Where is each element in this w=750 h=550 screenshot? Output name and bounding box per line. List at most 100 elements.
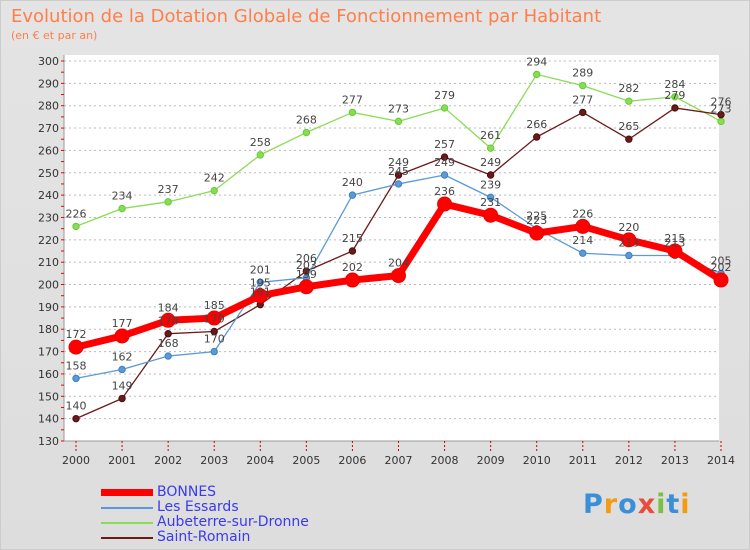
legend-swatch bbox=[101, 521, 153, 524]
data-label: 213 bbox=[664, 236, 685, 249]
data-point bbox=[391, 268, 406, 284]
data-point bbox=[118, 394, 126, 403]
data-point bbox=[579, 249, 587, 257]
x-tick-label: 2011 bbox=[569, 454, 597, 467]
data-label: 178 bbox=[158, 315, 179, 328]
data-point bbox=[621, 232, 637, 248]
x-tick-label: 2003 bbox=[200, 454, 228, 467]
data-point bbox=[206, 310, 222, 326]
legend-item: Les Essards bbox=[101, 500, 309, 515]
data-point bbox=[348, 108, 357, 117]
chart-subtitle: (en € et par an) bbox=[11, 29, 98, 42]
data-label: 279 bbox=[434, 89, 455, 102]
data-point bbox=[394, 180, 403, 188]
data-label: 265 bbox=[618, 120, 639, 133]
data-label: 205 bbox=[711, 254, 732, 267]
data-point bbox=[717, 117, 725, 126]
data-label: 177 bbox=[112, 317, 133, 330]
legend-item: BONNES bbox=[101, 485, 309, 500]
data-point bbox=[483, 207, 499, 223]
data-point bbox=[575, 218, 591, 234]
x-tick-label: 2004 bbox=[246, 454, 274, 467]
data-point bbox=[671, 104, 679, 112]
data-label: 231 bbox=[480, 196, 501, 209]
data-point bbox=[72, 414, 80, 423]
data-point bbox=[256, 278, 264, 286]
logo-letter: t bbox=[666, 489, 681, 520]
y-tick-label: 250 bbox=[38, 167, 59, 180]
y-tick-label: 300 bbox=[38, 55, 59, 68]
data-label: 240 bbox=[342, 176, 363, 189]
data-label: 258 bbox=[250, 136, 271, 149]
data-label: 184 bbox=[158, 301, 179, 314]
x-tick-label: 2000 bbox=[62, 454, 90, 467]
legend-label: Aubeterre-sur-Dronne bbox=[157, 514, 309, 530]
data-label: 204 bbox=[388, 257, 409, 270]
data-label: 158 bbox=[66, 359, 87, 372]
data-label: 195 bbox=[250, 277, 271, 290]
data-point bbox=[533, 70, 541, 79]
proxiti-logo: Proxiti bbox=[583, 489, 691, 520]
data-label: 226 bbox=[572, 207, 593, 220]
data-point bbox=[210, 347, 218, 356]
data-label: 257 bbox=[434, 138, 455, 151]
data-point bbox=[118, 365, 126, 374]
data-point bbox=[717, 110, 725, 119]
data-label: 206 bbox=[296, 252, 317, 265]
data-label: 261 bbox=[480, 129, 501, 142]
logo-letter: x bbox=[637, 489, 657, 520]
data-label: 289 bbox=[572, 67, 593, 80]
data-label: 226 bbox=[66, 207, 87, 220]
y-tick-label: 200 bbox=[38, 279, 59, 292]
x-tick-label: 2001 bbox=[108, 454, 136, 467]
data-label: 201 bbox=[250, 263, 271, 276]
data-label: 284 bbox=[664, 78, 685, 91]
x-tick-label: 2010 bbox=[523, 454, 551, 467]
x-tick-label: 2014 bbox=[707, 454, 735, 467]
data-point bbox=[440, 153, 449, 161]
data-point bbox=[440, 171, 449, 179]
y-tick-label: 240 bbox=[38, 189, 59, 202]
data-label: 249 bbox=[480, 156, 501, 169]
data-label: 282 bbox=[618, 82, 639, 95]
data-label: 236 bbox=[434, 185, 455, 198]
y-tick-label: 190 bbox=[38, 301, 59, 314]
data-point bbox=[164, 330, 172, 338]
data-label: 277 bbox=[572, 93, 593, 106]
logo-letter: i bbox=[680, 489, 691, 520]
data-point bbox=[394, 171, 403, 179]
data-point bbox=[114, 328, 130, 344]
data-point bbox=[348, 247, 357, 255]
data-point bbox=[579, 108, 587, 117]
chart-title: Evolution de la Dotation Globale de Fonc… bbox=[11, 6, 602, 27]
x-tick-label: 2008 bbox=[431, 454, 459, 467]
legend-item: Aubeterre-sur-Dronne bbox=[101, 515, 309, 530]
data-point bbox=[579, 81, 587, 90]
x-tick-label: 2002 bbox=[154, 454, 182, 467]
data-label: 294 bbox=[526, 55, 547, 68]
data-label: 273 bbox=[388, 102, 409, 115]
data-label: 191 bbox=[250, 286, 271, 299]
data-point bbox=[486, 144, 495, 152]
data-point bbox=[298, 279, 314, 295]
data-label: 268 bbox=[296, 114, 317, 127]
data-label: 245 bbox=[388, 165, 409, 178]
data-point bbox=[437, 196, 453, 212]
y-tick-label: 220 bbox=[38, 234, 59, 247]
data-point bbox=[625, 251, 633, 260]
data-label: 273 bbox=[711, 102, 732, 115]
data-point bbox=[302, 128, 311, 137]
legend-item: Saint-Romain bbox=[101, 530, 309, 545]
data-label: 279 bbox=[664, 89, 685, 102]
legend-label: Les Essards bbox=[157, 499, 239, 515]
y-tick-label: 230 bbox=[38, 211, 59, 224]
data-point bbox=[160, 312, 176, 328]
x-tick-label: 2013 bbox=[661, 454, 689, 467]
data-label: 185 bbox=[204, 299, 225, 312]
data-point bbox=[118, 204, 126, 213]
data-label: 179 bbox=[204, 312, 225, 325]
data-point bbox=[68, 339, 84, 355]
x-tick-label: 2006 bbox=[338, 454, 366, 467]
data-label: 239 bbox=[480, 178, 501, 191]
